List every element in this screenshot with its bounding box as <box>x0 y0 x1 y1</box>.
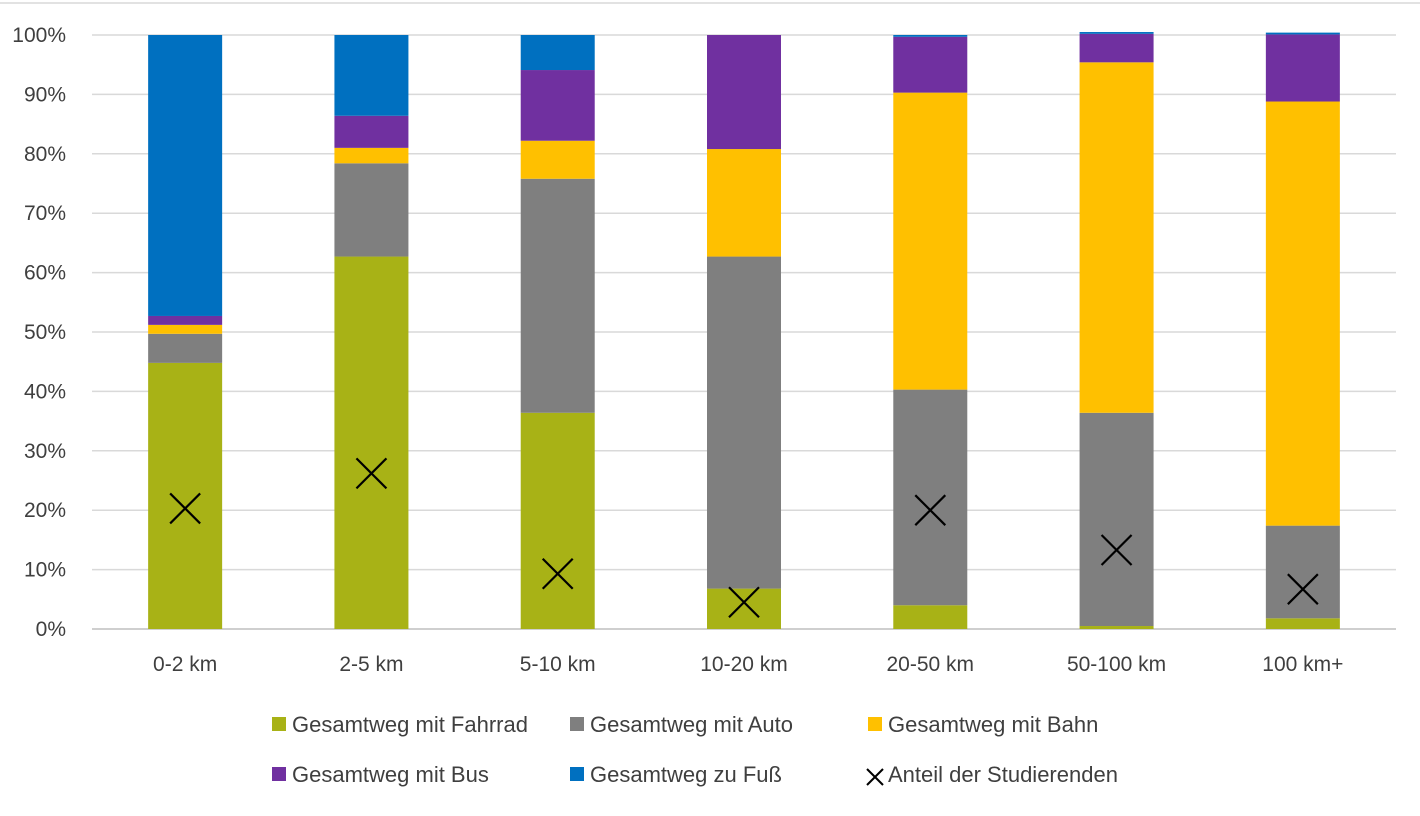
marker-series <box>169 457 1319 619</box>
legend-label: Gesamtweg mit Bahn <box>888 712 1098 737</box>
bar-segment <box>893 605 968 629</box>
x-tick-label: 2-5 km <box>339 653 403 676</box>
bar-segment <box>1079 412 1154 627</box>
bar-segment <box>707 256 781 589</box>
legend-item: Anteil der Studierenden <box>866 762 1118 787</box>
y-tick-label: 10% <box>24 559 66 582</box>
legend-item: Gesamtweg mit Fahrrad <box>272 712 528 737</box>
x-tick-label: 5-10 km <box>520 653 596 676</box>
legend-item: Gesamtweg mit Bahn <box>868 712 1098 737</box>
y-tick-label: 20% <box>24 499 66 522</box>
legend-item: Gesamtweg mit Bus <box>272 762 489 787</box>
legend-label: Gesamtweg mit Auto <box>590 712 793 737</box>
legend-item: Gesamtweg mit Auto <box>570 712 793 737</box>
x-tick-label: 100 km+ <box>1262 653 1343 676</box>
bar-stack <box>148 35 223 629</box>
legend-label: Gesamtweg mit Bus <box>292 762 489 787</box>
bar-stack <box>1079 32 1154 629</box>
legend-label: Anteil der Studierenden <box>888 762 1118 787</box>
bar-stack <box>520 35 595 629</box>
bar-segment <box>334 147 409 164</box>
bar-segment <box>1265 525 1340 619</box>
y-tick-label: 70% <box>24 202 66 225</box>
bar-segment <box>1265 101 1340 526</box>
bar-segment <box>1265 618 1340 629</box>
legend-swatch <box>570 767 584 781</box>
y-tick-label: 40% <box>24 380 66 403</box>
bar-segment <box>520 178 595 413</box>
legend-label: Gesamtweg mit Fahrrad <box>292 712 528 737</box>
bar-segment <box>520 412 595 629</box>
y-tick-label: 50% <box>24 321 66 344</box>
bar-stack <box>893 35 968 629</box>
bar-segment <box>1079 32 1154 34</box>
bar-segment <box>1079 33 1154 63</box>
bar-segment <box>893 36 968 93</box>
bar-segment <box>893 92 968 390</box>
marker-point <box>728 586 760 619</box>
bar-segment <box>148 362 223 629</box>
bar-segment <box>1265 34 1340 102</box>
bar-segment <box>893 389 968 606</box>
marker-point <box>1287 573 1319 605</box>
marker-point <box>1100 534 1133 566</box>
x-tick-label: 50-100 km <box>1067 653 1166 676</box>
bar-segment <box>1079 626 1154 629</box>
legend-swatch <box>272 767 286 781</box>
bar-segment <box>148 35 223 316</box>
bar-stack <box>1265 32 1340 629</box>
bar-segment <box>520 70 595 141</box>
marker-point <box>541 557 574 590</box>
bar-segment <box>893 35 968 37</box>
marker-point <box>355 457 388 490</box>
y-axis: 0% 10% 20% 30% 40% 50% 60% 70% 80% 90% 100% <box>12 24 66 641</box>
bar-segment <box>148 315 223 325</box>
y-tick-label: 80% <box>24 143 66 166</box>
legend-swatch <box>868 717 882 731</box>
bar-segment <box>1265 32 1340 35</box>
legend-item: Gesamtweg zu Fuß <box>570 762 782 787</box>
bar-segment <box>334 115 409 148</box>
y-tick-label: 0% <box>36 618 66 641</box>
x-tick-label: 10-20 km <box>700 653 788 676</box>
bar-segment <box>707 35 781 150</box>
y-tick-label: 90% <box>24 83 66 106</box>
bar-stack <box>707 35 781 629</box>
y-tick-label: 60% <box>24 262 66 285</box>
bar-segment <box>1079 62 1154 413</box>
legend-swatch <box>570 717 584 731</box>
legend-label: Gesamtweg zu Fuß <box>590 762 782 787</box>
plot-area <box>148 32 1340 629</box>
x-tick-label: 0-2 km <box>153 653 217 676</box>
bar-segment <box>520 35 595 71</box>
bar-segment <box>334 256 409 629</box>
x-tick-label: 20-50 km <box>887 653 975 676</box>
bar-segment <box>148 324 223 334</box>
marker-point <box>169 492 201 525</box>
y-tick-label: 30% <box>24 440 66 463</box>
bar-segment <box>520 140 595 179</box>
legend-marker-icon <box>866 768 884 786</box>
bar-segment <box>334 163 409 257</box>
bar-segment <box>148 333 223 363</box>
legend: Gesamtweg mit Fahrrad Gesamtweg mit Auto G… <box>272 712 1118 787</box>
y-tick-label: 100% <box>12 24 66 47</box>
bar-segment <box>707 149 781 257</box>
bar-segment <box>707 588 781 629</box>
bar-stack <box>334 35 409 629</box>
legend-swatch <box>272 717 286 731</box>
x-axis: 0-2 km 2-5 km 5-10 km 10-20 km 20-50 km 50-10… <box>153 653 1343 676</box>
marker-point <box>914 494 947 526</box>
bar-segment <box>334 35 409 116</box>
